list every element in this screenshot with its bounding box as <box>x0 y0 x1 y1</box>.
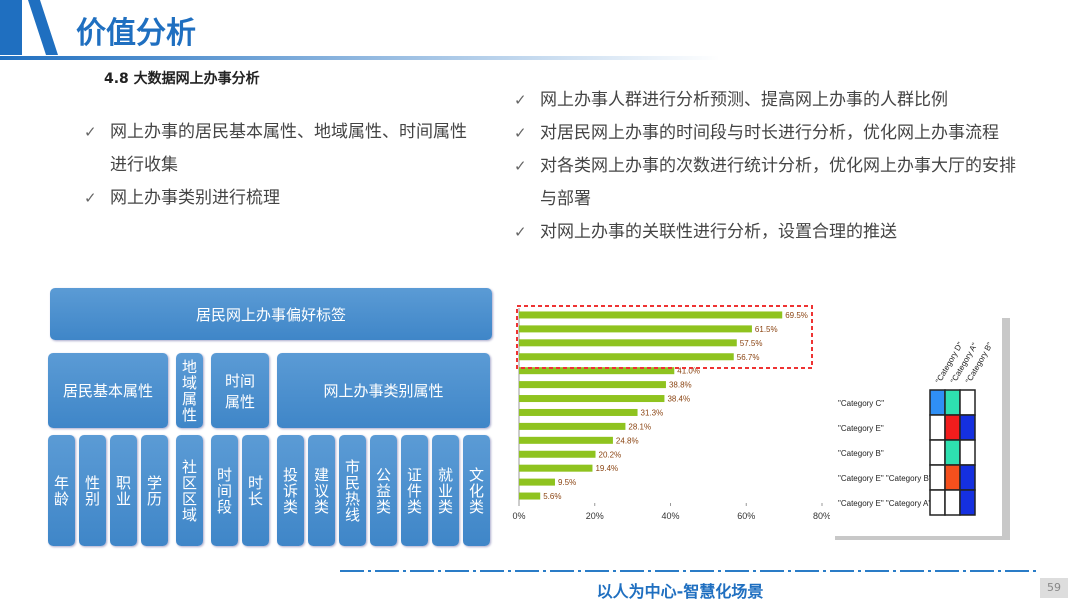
bar <box>519 450 596 458</box>
tree-item: 时长 <box>242 435 269 546</box>
heatmap-cell <box>944 414 961 441</box>
value-label: 5.6% <box>543 492 561 501</box>
row-label: "Category B" <box>838 449 884 458</box>
tree-item: 社区区域 <box>176 435 203 546</box>
footer-slogan: 以人为中心-智慧化场景 <box>596 582 764 601</box>
bar <box>519 353 734 361</box>
heatmap-cell <box>959 464 976 491</box>
right-bullets: 网上办事人群进行分析预测、提高网上办事的人群比例对居民网上办事的时间段与时长进行… <box>514 84 1030 249</box>
tree-item: 年龄 <box>48 435 75 546</box>
bar <box>519 478 555 486</box>
bar <box>519 381 666 389</box>
bullet: 网上办事的居民基本属性、地域属性、时间属性进行收集 <box>84 116 470 182</box>
bullet: 网上办事类别进行梳理 <box>84 182 470 215</box>
tree-item: 职业 <box>110 435 137 546</box>
bar-chart: 0% 20% 40% 60% 80% 69.5% 61.5% 57.5% 56.7% 41.0% 3… <box>512 305 831 521</box>
bar <box>519 464 593 472</box>
heatmap-cell <box>944 389 961 416</box>
tree-item: 就业类 <box>432 435 459 546</box>
x-tick-label: 0% <box>512 511 525 521</box>
tree-item: 证件类 <box>401 435 428 546</box>
value-label: 9.5% <box>558 478 576 487</box>
bullet: 对网上办事的关联性进行分析，设置合理的推送 <box>514 216 1030 249</box>
value-label: 31.3% <box>641 408 664 417</box>
heatmap-cell <box>929 464 946 491</box>
tree-item: 公益类 <box>370 435 397 546</box>
value-label: 28.1% <box>628 422 651 431</box>
tree-item: 投诉类 <box>277 435 304 546</box>
left-bullets: 网上办事的居民基本属性、地域属性、时间属性进行收集网上办事类别进行梳理 <box>84 116 470 215</box>
heatmap-cell <box>944 489 961 516</box>
title: 价值分析 <box>76 16 196 51</box>
bar <box>519 311 783 319</box>
tree-root: 居民网上办事偏好标签 <box>50 288 492 340</box>
heatmap-cell <box>944 464 961 491</box>
x-tick-label: 60% <box>737 511 755 521</box>
tree-item: 市民热线 <box>339 435 366 546</box>
x-tick-label: 20% <box>586 511 604 521</box>
bar <box>519 408 638 416</box>
value-label: 20.2% <box>599 450 622 459</box>
footer-line <box>340 570 1040 572</box>
tree-item: 时间段 <box>211 435 238 546</box>
heatmap: "Category D""Category A""Category B""Cat… <box>830 314 1010 540</box>
heatmap-cell <box>959 439 976 466</box>
page-number: 59 <box>1040 578 1068 598</box>
heatmap-cell <box>929 389 946 416</box>
header-decor <box>0 0 720 60</box>
tree-group: 地域属性 <box>176 353 203 428</box>
tree-group: 网上办事类别属性 <box>277 353 490 428</box>
x-tick-label: 80% <box>813 511 831 521</box>
value-label: 57.5% <box>740 339 763 348</box>
bar <box>519 367 675 375</box>
bar <box>519 339 737 347</box>
bar <box>519 325 752 333</box>
value-label: 41.0% <box>677 367 700 376</box>
row-label: "Category E" <box>838 424 884 433</box>
value-label: 38.8% <box>669 381 692 390</box>
section: 4.8 大数据网上办事分析 <box>104 71 260 87</box>
bar <box>519 492 541 500</box>
x-tick-label: 40% <box>661 511 679 521</box>
heatmap-cell <box>929 414 946 441</box>
bar <box>519 395 665 403</box>
row-label: "Category E" "Category A" <box>838 499 931 508</box>
value-label: 24.8% <box>616 436 639 445</box>
value-label: 61.5% <box>755 325 778 334</box>
row-label: "Category E" "Category B" <box>838 474 932 483</box>
tree-item: 性别 <box>79 435 106 546</box>
heatmap-cell <box>929 489 946 516</box>
tree-item: 学历 <box>141 435 168 546</box>
heatmap-cell <box>959 389 976 416</box>
tree-item: 建议类 <box>308 435 335 546</box>
tree-item: 文化类 <box>463 435 490 546</box>
bullet: 对各类网上办事的次数进行统计分析，优化网上办事大厅的安排与部署 <box>514 150 1030 216</box>
heatmap-cell <box>944 439 961 466</box>
bar <box>519 436 613 444</box>
heatmap-cell <box>959 414 976 441</box>
value-label: 56.7% <box>737 353 760 362</box>
value-label: 69.5% <box>785 311 808 320</box>
tree-group: 居民基本属性 <box>48 353 168 428</box>
tree-group: 时间属性 <box>211 353 269 428</box>
row-label: "Category C" <box>838 399 884 408</box>
bar <box>519 422 626 430</box>
value-label: 38.4% <box>667 395 690 404</box>
heatmap-cell <box>929 439 946 466</box>
bullet: 网上办事人群进行分析预测、提高网上办事的人群比例 <box>514 84 1030 117</box>
value-label: 19.4% <box>595 464 618 473</box>
bullet: 对居民网上办事的时间段与时长进行分析，优化网上办事流程 <box>514 117 1030 150</box>
heatmap-cell <box>959 489 976 516</box>
highlight-box <box>516 305 813 369</box>
